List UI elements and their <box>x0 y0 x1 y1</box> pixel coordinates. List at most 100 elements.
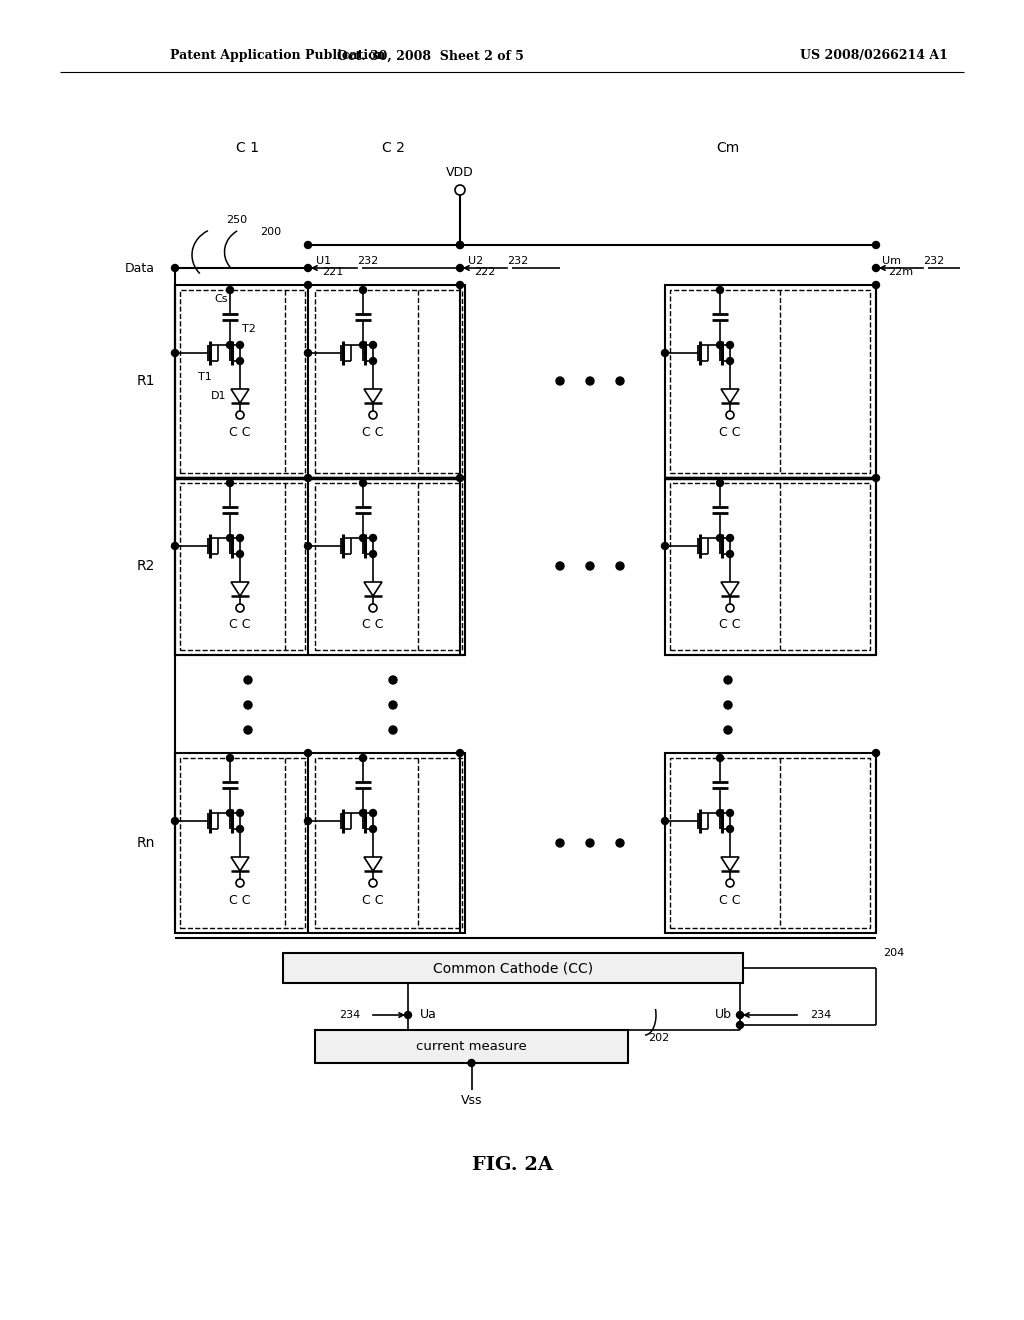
Text: Oct. 30, 2008  Sheet 2 of 5: Oct. 30, 2008 Sheet 2 of 5 <box>337 49 523 62</box>
Circle shape <box>359 479 367 487</box>
Circle shape <box>404 1011 412 1019</box>
Bar <box>175 478 465 655</box>
Text: 234: 234 <box>339 1010 360 1020</box>
Bar <box>315 483 462 649</box>
Text: T1: T1 <box>198 372 212 381</box>
Circle shape <box>726 342 733 348</box>
Circle shape <box>359 755 367 762</box>
Bar <box>180 758 305 928</box>
Text: Um: Um <box>882 256 901 267</box>
Text: Ua: Ua <box>420 1008 437 1022</box>
Circle shape <box>370 809 377 817</box>
Circle shape <box>226 535 233 541</box>
Circle shape <box>244 726 252 734</box>
Circle shape <box>872 750 880 756</box>
Circle shape <box>586 840 594 847</box>
Text: C C: C C <box>719 619 740 631</box>
Circle shape <box>171 264 178 272</box>
Circle shape <box>237 535 244 541</box>
Text: 200: 200 <box>260 227 282 238</box>
Circle shape <box>304 543 311 549</box>
Text: C C: C C <box>229 425 251 438</box>
Circle shape <box>304 264 311 272</box>
Bar <box>670 483 870 649</box>
Bar <box>175 285 465 478</box>
Text: 22m: 22m <box>888 267 913 277</box>
Circle shape <box>244 701 252 709</box>
Circle shape <box>724 676 732 684</box>
Text: C C: C C <box>362 619 384 631</box>
Circle shape <box>717 755 724 762</box>
Text: FIG. 2A: FIG. 2A <box>471 1156 553 1173</box>
Circle shape <box>717 286 724 293</box>
Bar <box>665 285 876 478</box>
Text: Cm: Cm <box>717 141 739 154</box>
Bar <box>180 483 305 649</box>
Text: R2: R2 <box>136 558 155 573</box>
Text: C 1: C 1 <box>237 141 259 154</box>
Text: C C: C C <box>719 425 740 438</box>
Text: Common Cathode (CC): Common Cathode (CC) <box>433 961 593 975</box>
Circle shape <box>237 825 244 833</box>
Circle shape <box>359 809 367 817</box>
Circle shape <box>717 809 724 817</box>
Circle shape <box>717 342 724 348</box>
Circle shape <box>726 535 733 541</box>
Text: U1: U1 <box>316 256 331 267</box>
Circle shape <box>389 701 397 709</box>
Text: 202: 202 <box>648 1034 670 1043</box>
Bar <box>670 758 870 928</box>
Bar <box>180 290 305 473</box>
Text: Patent Application Publication: Patent Application Publication <box>170 49 385 62</box>
Circle shape <box>304 242 311 248</box>
Circle shape <box>304 474 311 482</box>
Bar <box>315 1030 628 1063</box>
Circle shape <box>556 562 564 570</box>
Circle shape <box>370 550 377 557</box>
Circle shape <box>662 350 669 356</box>
Circle shape <box>359 286 367 293</box>
Circle shape <box>226 286 233 293</box>
Circle shape <box>468 1060 475 1067</box>
Circle shape <box>370 825 377 833</box>
Circle shape <box>237 342 244 348</box>
Circle shape <box>717 535 724 541</box>
Circle shape <box>237 550 244 557</box>
Text: Vss: Vss <box>461 1093 482 1106</box>
Circle shape <box>244 676 252 684</box>
Circle shape <box>304 750 311 756</box>
Circle shape <box>457 750 464 756</box>
Circle shape <box>724 701 732 709</box>
Circle shape <box>226 479 233 487</box>
Circle shape <box>457 264 464 272</box>
Text: C C: C C <box>719 894 740 907</box>
Circle shape <box>370 535 377 541</box>
Circle shape <box>457 474 464 482</box>
Circle shape <box>389 676 397 684</box>
Circle shape <box>616 840 624 847</box>
Text: C C: C C <box>229 894 251 907</box>
Circle shape <box>171 817 178 825</box>
Bar <box>665 478 876 655</box>
Circle shape <box>226 755 233 762</box>
Bar <box>670 290 870 473</box>
Circle shape <box>736 1011 743 1019</box>
Circle shape <box>226 342 233 348</box>
Circle shape <box>304 281 311 289</box>
Text: Cs: Cs <box>214 294 228 304</box>
Circle shape <box>457 242 464 248</box>
Text: US 2008/0266214 A1: US 2008/0266214 A1 <box>800 49 948 62</box>
Circle shape <box>304 350 311 356</box>
Text: 222: 222 <box>474 267 496 277</box>
Text: D1: D1 <box>211 391 226 401</box>
Text: 250: 250 <box>226 215 248 224</box>
Text: Data: Data <box>125 261 155 275</box>
Text: T2: T2 <box>242 323 256 334</box>
Circle shape <box>304 817 311 825</box>
Text: 232: 232 <box>357 256 379 267</box>
Circle shape <box>726 550 733 557</box>
Circle shape <box>717 479 724 487</box>
Circle shape <box>586 562 594 570</box>
Circle shape <box>616 562 624 570</box>
Text: 204: 204 <box>883 948 904 958</box>
